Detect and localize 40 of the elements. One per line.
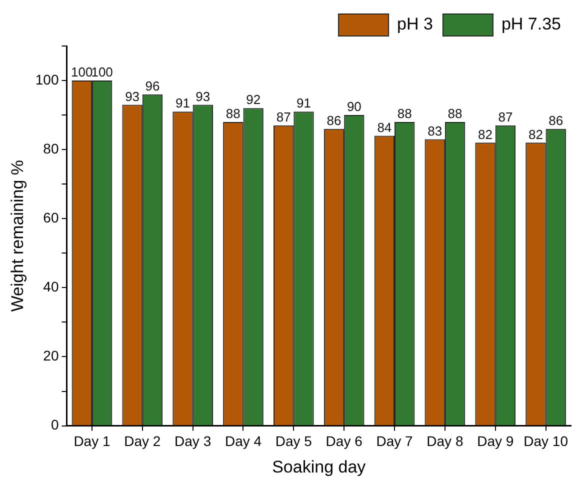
x-tick-label: Day 5 xyxy=(275,433,312,450)
x-tick-label: Day 4 xyxy=(224,433,262,450)
data-label: 84 xyxy=(377,120,392,135)
y-tick-label: 100 xyxy=(35,71,59,88)
y-tick-label: 60 xyxy=(43,209,59,226)
data-label: 88 xyxy=(448,106,462,122)
data-label: 100 xyxy=(91,64,113,80)
x-tick-label: Day 7 xyxy=(376,433,414,450)
data-label: 82 xyxy=(528,126,543,142)
y-tick-label: 0 xyxy=(50,416,59,433)
x-tick-label: Day 8 xyxy=(426,433,464,450)
x-tick-label: Day 10 xyxy=(524,433,568,450)
data-label: 92 xyxy=(246,92,261,108)
data-label: 87 xyxy=(498,109,513,124)
data-label: 88 xyxy=(397,106,412,122)
legend-label: pH 3 xyxy=(397,14,433,34)
x-tick-label: Day 2 xyxy=(124,433,161,450)
x-tick-label: Day 3 xyxy=(174,433,212,450)
y-tick-label: 80 xyxy=(43,140,59,156)
data-label: 96 xyxy=(145,78,160,94)
y-tick-label: 40 xyxy=(43,278,59,295)
y-axis-title: Weight remaining % xyxy=(8,160,27,312)
data-label: 82 xyxy=(478,126,493,142)
data-label: 91 xyxy=(296,96,311,111)
data-label: 83 xyxy=(428,123,442,138)
data-label: 91 xyxy=(176,96,190,111)
data-label: 100 xyxy=(71,64,93,80)
x-tick-label: Day 1 xyxy=(74,433,110,450)
data-label: 86 xyxy=(548,112,564,128)
data-label: 88 xyxy=(226,106,240,122)
data-label: 86 xyxy=(326,112,342,128)
data-label: 90 xyxy=(346,99,362,114)
y-tick-label: 20 xyxy=(43,348,59,364)
x-tick-label: Day 9 xyxy=(477,433,514,450)
x-axis-title: Soaking day xyxy=(272,457,366,476)
data-label: 87 xyxy=(276,109,291,124)
x-tick-label: Day 6 xyxy=(326,433,363,450)
data-label: 93 xyxy=(196,88,210,104)
data-label: 93 xyxy=(125,88,140,104)
legend-label: pH 7.35 xyxy=(501,14,562,34)
